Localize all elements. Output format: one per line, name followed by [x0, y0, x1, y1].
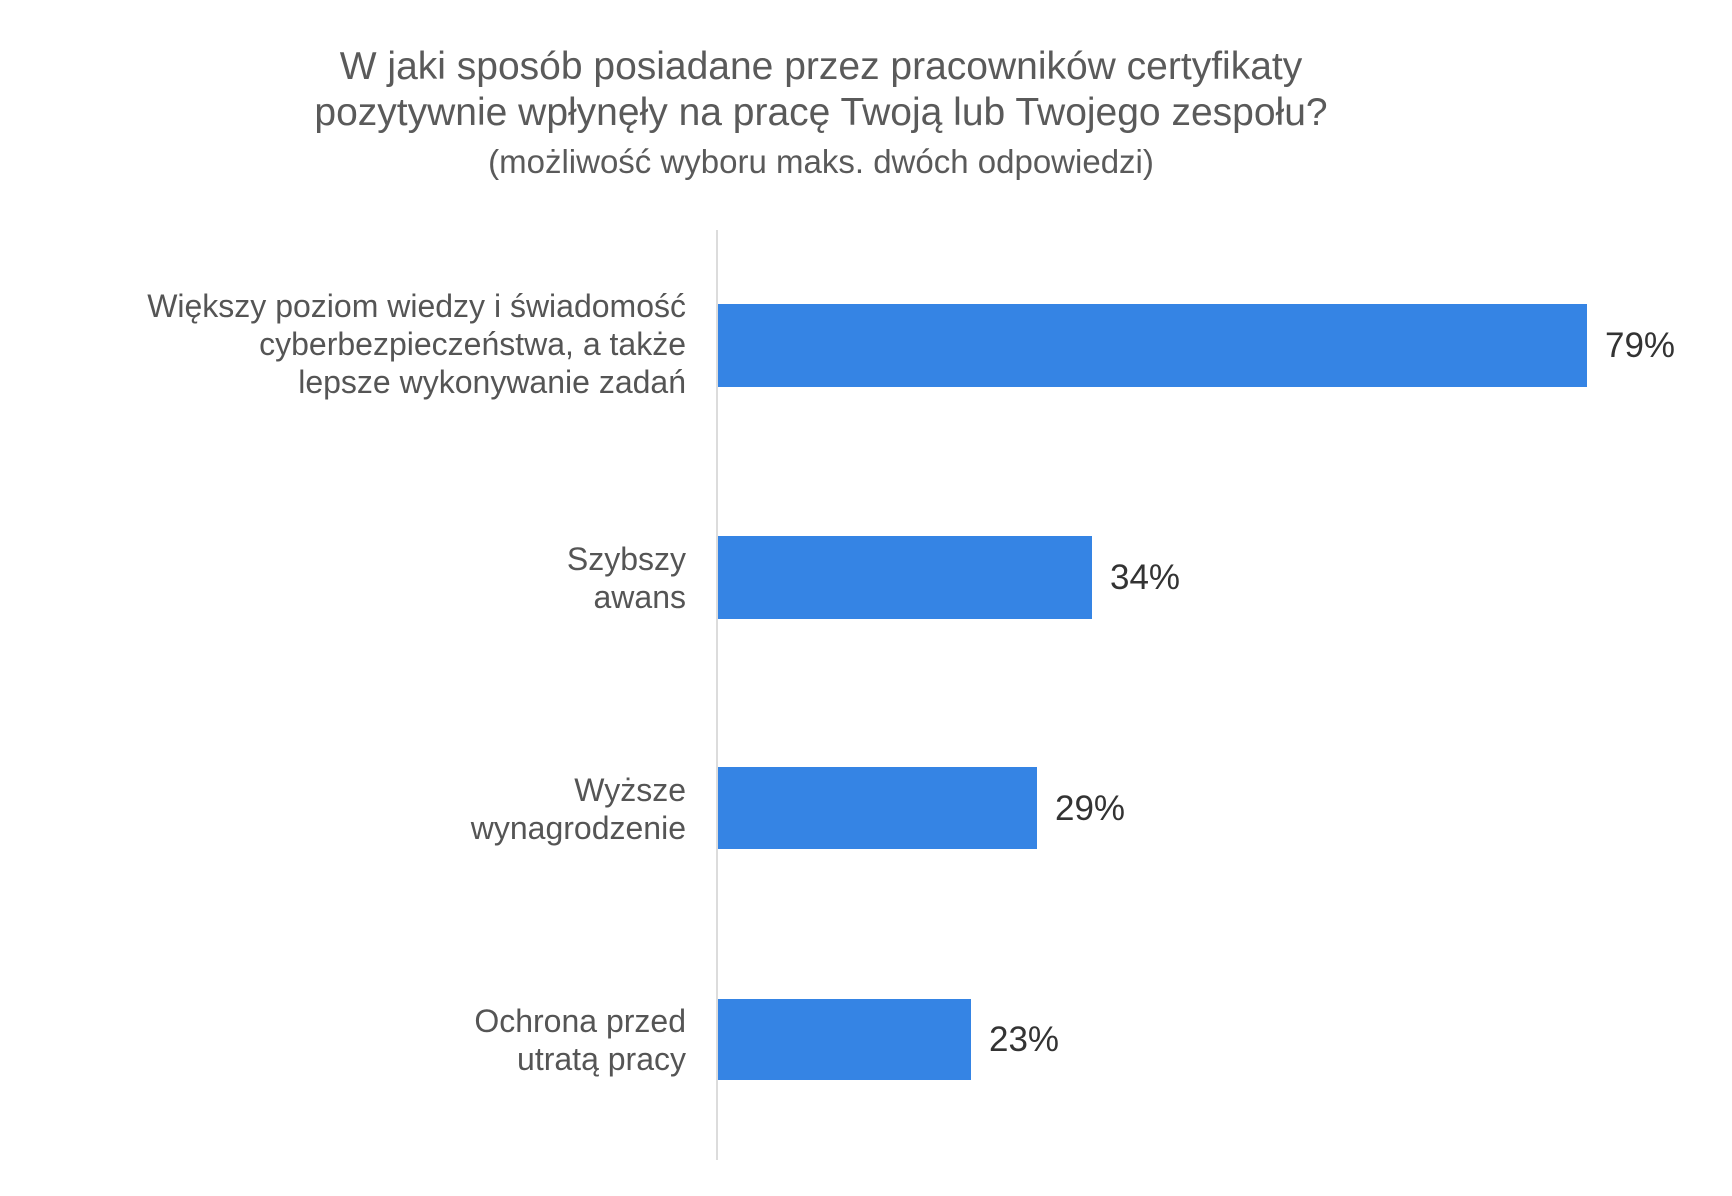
value-label: 23% — [989, 1020, 1060, 1059]
value-label: 79% — [1605, 326, 1676, 365]
category-axis-line — [716, 230, 718, 1160]
category-label: Wyższe wynagrodzenie — [470, 772, 686, 846]
chart-subtitle: (możliwość wyboru maks. dwóch odpowiedzi… — [488, 143, 1154, 180]
value-label: 29% — [1055, 789, 1126, 828]
chart-title-line-2: pozytywnie wpłynęły na pracę Twoją lub T… — [314, 91, 1328, 134]
category-label: Ochrona przed utratą pracy — [474, 1003, 686, 1077]
value-label: 34% — [1110, 558, 1181, 597]
category-label: Szybszy awans — [566, 541, 686, 615]
bar — [718, 999, 971, 1080]
bar — [718, 536, 1092, 619]
bar — [718, 304, 1587, 387]
category-label: Większy poziom wiedzy i świadomość cyber… — [147, 288, 686, 400]
chart-title-line-1: W jaki sposób posiadane przez pracownikó… — [339, 45, 1303, 88]
bar — [718, 767, 1037, 849]
